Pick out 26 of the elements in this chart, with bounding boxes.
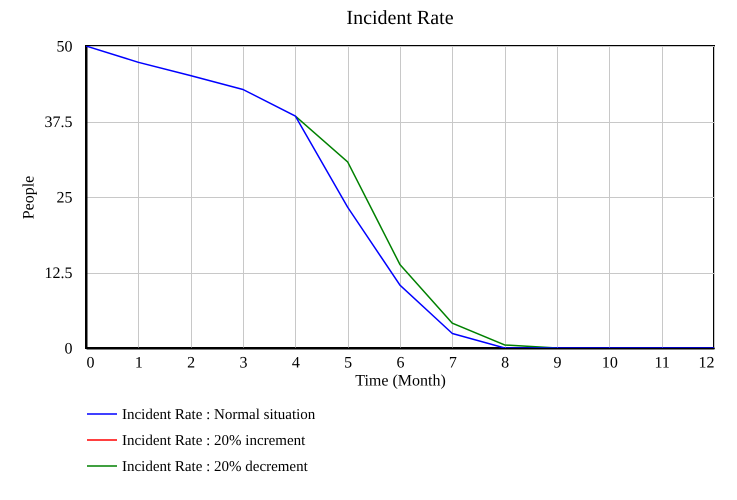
x-tick-label: 7 (448, 354, 457, 372)
x-tick-label: 0 (86, 354, 94, 372)
y-axis-title: People (20, 176, 38, 220)
x-tick-label: 4 (292, 354, 300, 372)
x-tick-label: 9 (554, 354, 562, 372)
x-tick-label: 11 (654, 354, 670, 372)
chart-title: Incident Rate (346, 7, 454, 29)
x-tick-label: 3 (240, 354, 248, 372)
x-tick-label: 6 (396, 354, 404, 372)
x-axis-title: Time (Month) (355, 372, 446, 390)
y-tick-label: 37.5 (44, 114, 72, 131)
y-tick-label: 12.5 (44, 265, 72, 282)
line-series (294, 115, 558, 348)
legend-label: Incident Rate : 20% decrement (122, 459, 309, 475)
line-series (86, 46, 714, 348)
x-tick-label: 1 (134, 354, 143, 372)
x-tick-label: 8 (501, 354, 510, 372)
y-tick-label: 25 (56, 190, 72, 206)
legend-label: Incident Rate : 20% increment (122, 433, 306, 449)
x-tick-label: 12 (698, 354, 714, 372)
y-tick-label: 0 (64, 340, 72, 358)
x-tick-label: 10 (602, 354, 618, 372)
x-tick-label: 5 (344, 354, 352, 372)
x-tick-label: 2 (187, 354, 196, 372)
y-tick-label: 50 (56, 38, 72, 56)
legend-label: Incident Rate : Normal situation (122, 407, 316, 423)
